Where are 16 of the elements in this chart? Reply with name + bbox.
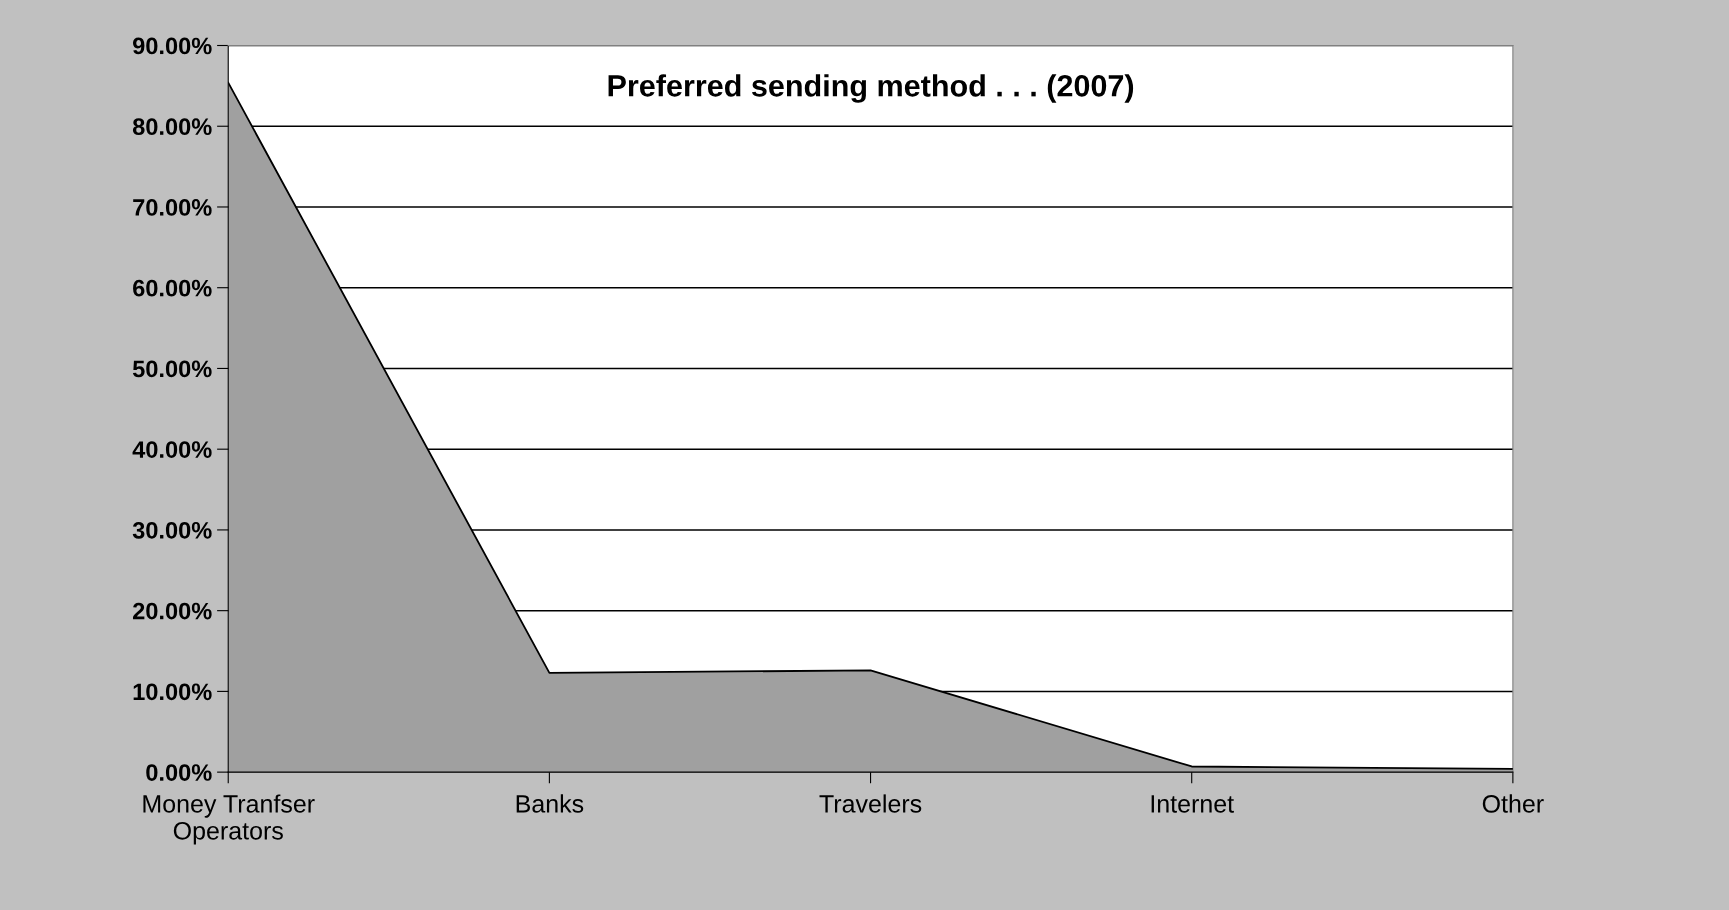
y-tick-label: 50.00%	[132, 360, 212, 378]
y-tick-label: 90.00%	[133, 37, 212, 55]
x-tick-label: Money Tranfser Operators	[143, 794, 315, 845]
x-tick-label: Banks	[516, 794, 584, 813]
y-tick-label: 40.00%	[132, 441, 212, 458]
y-tick-label: 30.00%	[132, 521, 212, 539]
y-tick-label: 20.00%	[133, 602, 212, 620]
y-tick-label: 70.00%	[133, 199, 212, 216]
y-tick-label: 10.00%	[133, 683, 212, 701]
x-tick-label: Internet	[1151, 795, 1234, 813]
y-tick-label: 60.00%	[133, 279, 212, 297]
y-tick-label: 80.00%	[132, 118, 212, 136]
text: Preferred sending method . . . (2007)	[608, 74, 1134, 103]
y-tick-label: 0.00%	[146, 764, 212, 781]
x-tick-label: Travelers	[819, 794, 922, 813]
x-tick-label: Other	[1482, 794, 1544, 813]
